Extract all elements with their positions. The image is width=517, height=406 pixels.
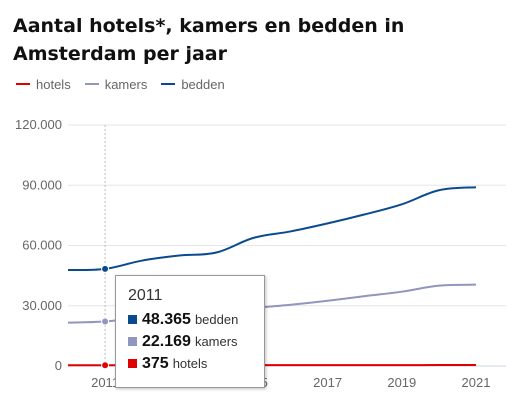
tooltip-value-bedden: 48.365 bbox=[142, 311, 191, 328]
x-tick-label: 2019 bbox=[387, 375, 416, 390]
y-tick-label: 90.000 bbox=[22, 177, 62, 192]
legend-label-kamers: kamers bbox=[104, 76, 148, 92]
x-tick-label: 2021 bbox=[462, 375, 491, 390]
tooltip-label-bedden: bedden bbox=[194, 312, 239, 327]
y-tick-label: 120.000 bbox=[15, 117, 62, 132]
legend-swatch-bedden bbox=[161, 83, 176, 85]
legend: hotels kamers bedden bbox=[16, 75, 239, 93]
legend-item-bedden[interactable]: bedden bbox=[161, 76, 225, 92]
tooltip-swatch-bedden bbox=[128, 315, 137, 324]
y-tick-label: 0 bbox=[55, 358, 62, 373]
x-tick-label: 2011 bbox=[91, 375, 119, 390]
tooltip-label-hotels: hotels bbox=[172, 356, 208, 371]
legend-item-kamers[interactable]: kamers bbox=[84, 76, 148, 92]
legend-label-bedden: bedden bbox=[181, 76, 225, 92]
legend-item-hotels[interactable]: hotels bbox=[16, 77, 71, 92]
y-tick-label: 30.000 bbox=[22, 298, 62, 313]
tooltip-label-kamers: kamers bbox=[194, 334, 238, 349]
series-line-bedden bbox=[67, 186, 477, 272]
tooltip-value-kamers: 22.169 bbox=[142, 333, 191, 350]
legend-swatch-kamers bbox=[84, 83, 99, 85]
y-tick-label: 60.000 bbox=[22, 238, 62, 253]
legend-label-hotels: hotels bbox=[36, 76, 71, 92]
tooltip-swatch-kamers bbox=[128, 337, 137, 346]
data-point-hotels bbox=[101, 361, 110, 370]
tooltip-row-bedden: 48.365 bedden bbox=[128, 311, 252, 333]
tooltip-row-kamers: 22.169 kamers bbox=[128, 333, 252, 355]
tooltip-row-hotels: 375 hotels bbox=[128, 355, 252, 377]
tooltip-year: 2011 bbox=[128, 287, 163, 304]
tooltip: 2011 48.365 bedden 22.169 kamers 375 hot… bbox=[115, 275, 265, 388]
tooltip-value-hotels: 375 bbox=[142, 355, 169, 372]
data-point-bedden bbox=[101, 264, 110, 273]
legend-swatch-hotels bbox=[16, 83, 30, 85]
chart-title: Aantal hotels*, kamers en bedden in Amst… bbox=[13, 15, 405, 65]
tooltip-swatch-hotels bbox=[128, 359, 137, 368]
data-point-kamers bbox=[101, 317, 110, 326]
x-tick-label: 2017 bbox=[313, 375, 342, 390]
